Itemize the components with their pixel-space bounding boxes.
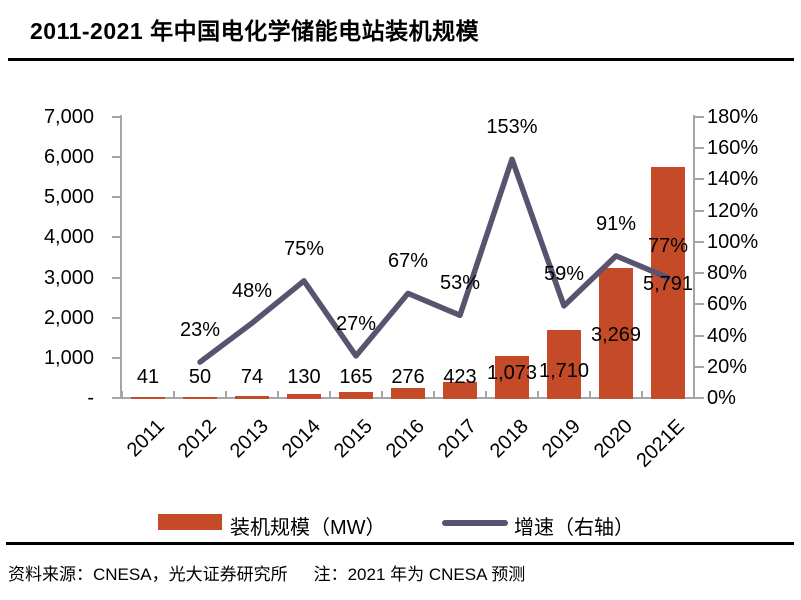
title-underline <box>8 58 794 61</box>
x-axis-tick <box>121 391 123 398</box>
bar <box>339 392 373 399</box>
growth-label: 59% <box>543 262 585 285</box>
growth-label: 48% <box>231 280 273 303</box>
left-axis-tick <box>112 156 121 159</box>
footer: 资料来源：CNESA，光大证券研究所 注：2021 年为 CNESA 预测 <box>8 560 525 585</box>
left-axis-tick <box>112 397 121 399</box>
growth-label: 75% <box>283 237 325 260</box>
left-axis-label: 3,000 <box>43 266 94 289</box>
growth-label: 23% <box>179 319 221 342</box>
x-axis-tick <box>225 391 227 398</box>
left-axis-label: 7,000 <box>43 106 94 128</box>
x-axis-tick <box>329 391 331 398</box>
growth-label: 153% <box>486 116 538 139</box>
page-title: 2011-2021 年中国电化学储能电站装机规模 <box>30 18 480 44</box>
right-axis-tick <box>695 303 704 306</box>
right-axis-label: 100% <box>707 230 759 253</box>
bar-value-label: 423 <box>443 366 477 388</box>
x-axis-tick <box>537 391 539 398</box>
left-axis-label: 5,000 <box>43 186 94 209</box>
bar-value-label: 5,791 <box>642 273 694 295</box>
footer-separator <box>6 542 794 545</box>
right-axis-label: 40% <box>707 324 748 347</box>
left-axis-label: 6,000 <box>43 146 94 169</box>
growth-label: 53% <box>439 272 481 295</box>
left-axis-label: 2,000 <box>43 306 94 329</box>
x-axis-tick <box>485 391 487 398</box>
footer-source: 资料来源：CNESA，光大证券研究所 <box>8 565 288 584</box>
bar <box>183 396 217 399</box>
bar-value-label: 130 <box>287 366 321 388</box>
bar <box>235 396 269 399</box>
left-axis-tick <box>112 316 121 319</box>
left-axis-label: 4,000 <box>43 226 94 249</box>
right-axis-tick <box>695 178 704 181</box>
right-axis-tick <box>695 334 704 337</box>
right-axis-label: 180% <box>707 106 759 128</box>
legend-swatch-line <box>442 520 508 526</box>
right-axis-tick <box>695 240 704 243</box>
left-axis-tick <box>112 356 121 359</box>
bar <box>599 267 633 399</box>
legend-swatch-bar <box>158 514 222 530</box>
right-axis-tick <box>695 272 704 275</box>
bar-value-label: 74 <box>240 366 264 388</box>
y-axis-right <box>693 115 695 399</box>
growth-label: 91% <box>595 212 637 235</box>
x-axis-tick <box>641 391 643 398</box>
bar-value-label: 276 <box>391 366 425 388</box>
bar <box>495 355 529 399</box>
right-axis-label: 120% <box>707 199 759 222</box>
right-axis-tick <box>695 116 704 118</box>
bar <box>651 166 685 399</box>
x-axis-tick <box>277 391 279 398</box>
growth-polyline <box>197 156 671 365</box>
x-axis-tick <box>589 391 591 398</box>
bar <box>391 387 425 399</box>
right-axis-tick <box>695 365 704 368</box>
left-axis-tick <box>112 116 121 118</box>
right-axis-label: 140% <box>707 168 759 191</box>
x-axis-tick <box>693 391 695 398</box>
x-axis-tick <box>433 391 435 398</box>
right-axis-tick <box>695 397 704 399</box>
growth-label: 67% <box>387 250 429 273</box>
right-axis-tick <box>695 209 704 212</box>
left-axis-label: - <box>87 387 94 409</box>
left-axis-tick <box>112 276 121 279</box>
left-axis-tick <box>112 236 121 239</box>
bar-value-label: 41 <box>136 366 160 388</box>
bar <box>443 382 477 399</box>
bar-value-label: 165 <box>339 366 373 388</box>
growth-label: 27% <box>335 312 377 335</box>
bar-value-label: 50 <box>188 366 212 388</box>
right-axis-tick <box>695 147 704 150</box>
right-axis-label: 60% <box>707 293 748 316</box>
bar-value-label: 1,073 <box>486 362 538 384</box>
bar <box>131 397 165 399</box>
left-axis-label: 1,000 <box>43 346 94 369</box>
legend-label-bar: 装机规模（MW） <box>230 517 386 539</box>
x-axis-tick <box>381 391 383 398</box>
right-axis-label: 80% <box>707 262 748 285</box>
right-axis-label: 160% <box>707 137 759 160</box>
bar-value-label: 1,710 <box>538 360 590 382</box>
x-axis-tick <box>173 391 175 398</box>
bar <box>547 330 581 399</box>
right-axis-label: 0% <box>707 387 736 409</box>
y-axis-left <box>120 115 122 399</box>
growth-label: 77% <box>647 234 689 257</box>
bar <box>287 393 321 399</box>
legend-label-line: 增速（右轴） <box>514 517 634 539</box>
footer-note: 注：2021 年为 CNESA 预测 <box>313 565 526 584</box>
bar-value-label: 3,269 <box>590 324 642 346</box>
left-axis-tick <box>112 196 121 199</box>
right-axis-label: 20% <box>707 355 748 378</box>
